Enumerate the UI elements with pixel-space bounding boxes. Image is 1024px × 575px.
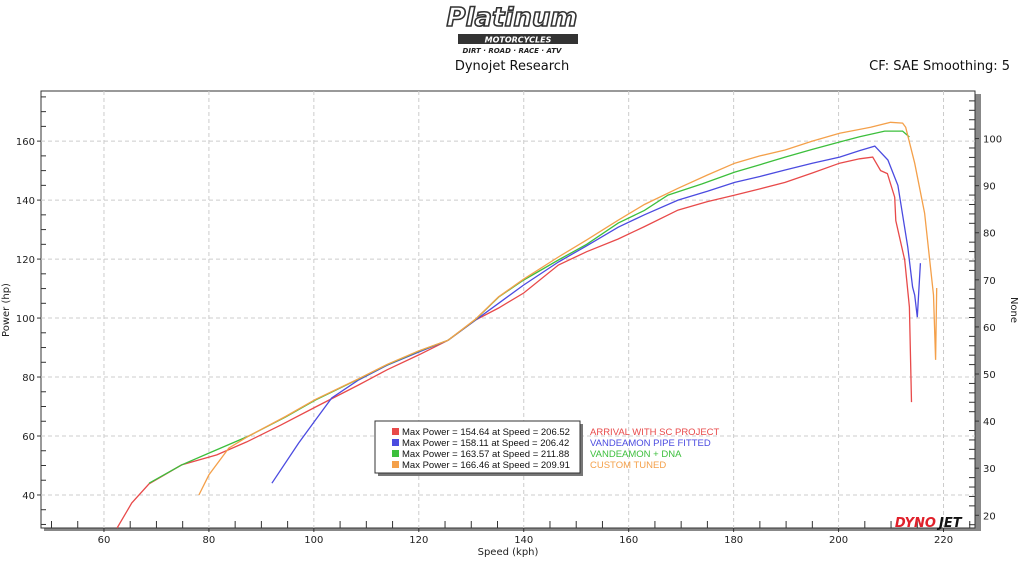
y-tick-label: 160 xyxy=(16,137,35,148)
y-tick-label: 40 xyxy=(22,491,35,502)
dynojet-logo-right: JET xyxy=(936,516,963,531)
y2-tick-label: 20 xyxy=(983,511,996,522)
y-tick-label: 140 xyxy=(16,196,35,207)
y-tick-label: 120 xyxy=(16,255,35,266)
y-tick-label: 80 xyxy=(22,373,35,384)
series-line-4 xyxy=(198,121,938,496)
legend-entry: Max Power = 163.57 at Speed = 211.88 xyxy=(402,449,569,460)
header-logo: Platinum MOTORCYCLES DIRT · ROAD · RACE … xyxy=(446,2,579,55)
series-lines xyxy=(116,121,938,529)
logo-band xyxy=(458,34,578,44)
y-tick-label: 100 xyxy=(16,314,35,325)
y2-tick-label: 60 xyxy=(983,323,996,334)
series-line-1 xyxy=(116,156,913,529)
series-name-label: VANDEAMON + DNA xyxy=(590,449,682,460)
legend-swatch xyxy=(392,450,399,457)
x-tick-label: 160 xyxy=(619,535,638,546)
legend-entry: Max Power = 166.46 at Speed = 209.91 xyxy=(402,460,570,471)
y2-tick-label: 90 xyxy=(983,182,996,193)
dynojet-logo: DYNO JET xyxy=(895,516,963,531)
legend-swatch xyxy=(392,461,399,468)
x-tick-label: 220 xyxy=(934,535,953,546)
legend-swatch xyxy=(392,428,399,435)
x-tick-label: 120 xyxy=(409,535,428,546)
y2-tick-label: 30 xyxy=(983,464,996,475)
y2-tick-label: 100 xyxy=(983,135,1002,146)
y2-tick-label: 80 xyxy=(983,229,996,240)
y-tick-label: 60 xyxy=(22,432,35,443)
x-tick-label: 180 xyxy=(724,535,743,546)
chart-settings: CF: SAE Smoothing: 5 xyxy=(869,59,1010,74)
x-tick-label: 60 xyxy=(98,535,111,546)
x-tick-label: 80 xyxy=(203,535,216,546)
x-tick-label: 140 xyxy=(514,535,533,546)
series-name-label: CUSTOM TUNED xyxy=(590,460,666,471)
series-name-label: ARRIVAL WITH SC PROJECT xyxy=(590,427,720,438)
y-axis-label: Power (hp) xyxy=(1,283,12,337)
y2-axis-label: None xyxy=(1008,297,1019,323)
x-axis-label: Speed (kph) xyxy=(478,547,539,558)
legend-entry: Max Power = 154.64 at Speed = 206.52 xyxy=(402,427,570,438)
logo-title: Platinum xyxy=(447,3,578,33)
y2-tick-label: 50 xyxy=(983,370,996,381)
y2-tick-label: 40 xyxy=(983,417,996,428)
axes: 60 80 100 120 140 160 180 200 220 40 60 80 100 120 140… xyxy=(16,96,1002,546)
y2-tick-label: 70 xyxy=(983,276,996,287)
logo-tagline: DIRT · ROAD · RACE · ATV xyxy=(463,47,562,55)
legend: Max Power = 154.64 at Speed = 206.52 ARRI… xyxy=(374,420,720,476)
dynojet-logo-left: DYNO xyxy=(895,516,936,531)
legend-entry: Max Power = 158.11 at Speed = 206.42 xyxy=(402,438,569,449)
legend-swatch xyxy=(392,439,399,446)
series-name-label: VANDEAMON PIPE FITTED xyxy=(590,438,711,449)
legend-box xyxy=(374,420,581,474)
x-tick-label: 200 xyxy=(829,535,848,546)
logo-sub: MOTORCYCLES xyxy=(485,36,552,45)
x-tick-label: 100 xyxy=(304,535,323,546)
chart-title: Dynojet Research xyxy=(455,59,569,74)
